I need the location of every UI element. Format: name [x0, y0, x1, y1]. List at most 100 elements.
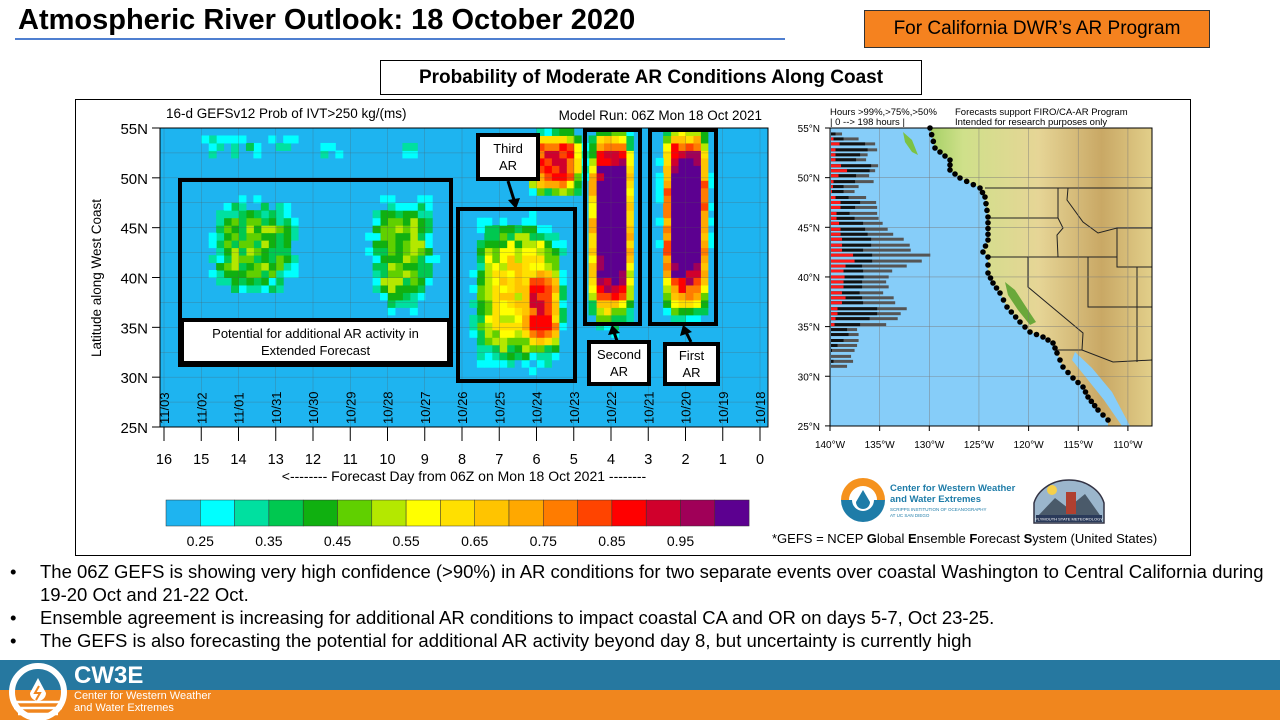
heatmap-cell: [424, 247, 433, 256]
heatmap-cell: [424, 217, 433, 226]
heatmap-cell: [216, 225, 225, 234]
hour-bar: [831, 285, 863, 289]
date-label: 10/29: [343, 391, 358, 424]
heatmap-cell: [596, 262, 605, 271]
heatmap-cell: [529, 240, 537, 249]
heatmap-cell: [238, 284, 247, 293]
heatmap-cell: [231, 225, 239, 234]
heatmap-cell: [514, 329, 523, 338]
coast-point: [984, 207, 990, 214]
coast-point: [957, 175, 963, 181]
heatmap-cell: [469, 329, 478, 338]
heatmap-cell: [499, 255, 508, 264]
colorbar-label: 0.85: [598, 533, 625, 549]
heatmap-cell: [543, 187, 552, 196]
heatmap-cell: [424, 255, 433, 264]
date-label: 10/27: [418, 391, 433, 424]
heatmap-cell: [551, 180, 560, 189]
heatmap-cell: [536, 142, 545, 151]
hour-bar: [831, 323, 861, 327]
heatmap-cell: [596, 195, 605, 204]
heatmap-cell: [685, 307, 694, 316]
heatmap-cell: [499, 277, 508, 286]
hour-bar: [831, 205, 841, 209]
heatmap-cell: [253, 255, 262, 264]
heatmap-cell: [491, 314, 500, 323]
hour-bar: [831, 343, 858, 347]
heatmap-cell: [625, 270, 634, 278]
heatmap-cell: [596, 225, 605, 234]
heatmap-cell: [506, 329, 515, 338]
heatmap-cell: [521, 277, 530, 286]
heatmap-cell: [402, 292, 411, 301]
hour-bar: [831, 312, 878, 316]
heatmap-cell: [707, 202, 716, 211]
heatmap-cell: [409, 292, 418, 301]
heatmap-cell: [558, 172, 567, 181]
heatmap-cell: [484, 217, 493, 226]
heatmap-cell: [402, 217, 411, 226]
heatmap-cell: [245, 262, 254, 271]
heatmap-cell: [387, 292, 396, 301]
heatmap-cell: [603, 307, 612, 316]
hour-bar: [831, 348, 855, 352]
heatmap-cell: [536, 150, 545, 159]
heatmap-cell: [618, 195, 627, 204]
heatmap-cell: [238, 247, 247, 256]
heatmap-cell: [670, 314, 679, 323]
heatmap-cell: [484, 232, 493, 241]
heatmap-cell: [216, 270, 225, 278]
heatmap-cell: [566, 135, 575, 144]
coast-point: [993, 285, 1000, 291]
heatmap-cell: [670, 150, 679, 159]
hour-bar: [831, 211, 837, 215]
heatmap-cell: [603, 262, 612, 271]
heatmap-cell: [506, 292, 515, 301]
heatmap-cell: [663, 255, 672, 264]
heatmap-cell: [692, 202, 701, 211]
heatmap-cell: [678, 135, 686, 144]
heatmap-cell: [499, 262, 508, 271]
x-tick-label: 3: [644, 452, 652, 468]
heatmap-cell: [521, 270, 530, 278]
heatmap-cell: [275, 270, 284, 278]
hour-bar: [831, 291, 843, 295]
heatmap-cell: [678, 292, 686, 301]
heatmap-cell: [409, 262, 418, 271]
heatmap-cell: [685, 187, 694, 196]
heatmap-cell: [551, 240, 560, 249]
heatmap-cell: [603, 292, 612, 301]
coast-point: [987, 275, 994, 281]
heatmap-cell: [551, 284, 560, 293]
heatmap-cell: [521, 262, 530, 271]
heatmap-cell: [491, 352, 500, 361]
heatmap-cell: [618, 202, 627, 211]
heatmap-cell: [484, 255, 493, 264]
heatmap-cell: [611, 180, 619, 189]
heatmap-cell: [618, 187, 627, 196]
heatmap-cell: [529, 225, 537, 234]
map-x-tick-label: 115°W: [1064, 440, 1094, 451]
heatmap-cell: [678, 307, 686, 316]
heatmap-cell: [603, 217, 612, 226]
heatmap-cell: [588, 150, 597, 159]
gefs-footnote: *GEFS = NCEP Global Ensemble Forecast Sy…: [772, 531, 1157, 546]
heatmap-cell: [380, 217, 388, 226]
hour-bar: [831, 169, 870, 173]
heatmap-cell: [268, 262, 277, 271]
coast-point: [983, 200, 989, 207]
first-ar-label: First AR: [663, 342, 720, 386]
map-ticks: 55°N 50°N 45°N 40°N 35°N 30°N 25°N 140°W 135°W 13…: [798, 124, 1143, 451]
heatmap-cell: [514, 247, 523, 256]
hour-bar: [831, 237, 843, 241]
heatmap-cell: [268, 135, 277, 144]
heatmap-cell: [670, 284, 679, 293]
heatmap-cell: [596, 270, 605, 278]
heatmap-cell: [625, 202, 634, 211]
heatmap-cell: [692, 210, 701, 219]
coast-point: [1088, 398, 1095, 405]
coast-point: [985, 214, 991, 220]
heatmap-cell: [603, 270, 612, 278]
heatmap-cell: [424, 210, 433, 219]
heatmap-cell: [670, 142, 679, 151]
